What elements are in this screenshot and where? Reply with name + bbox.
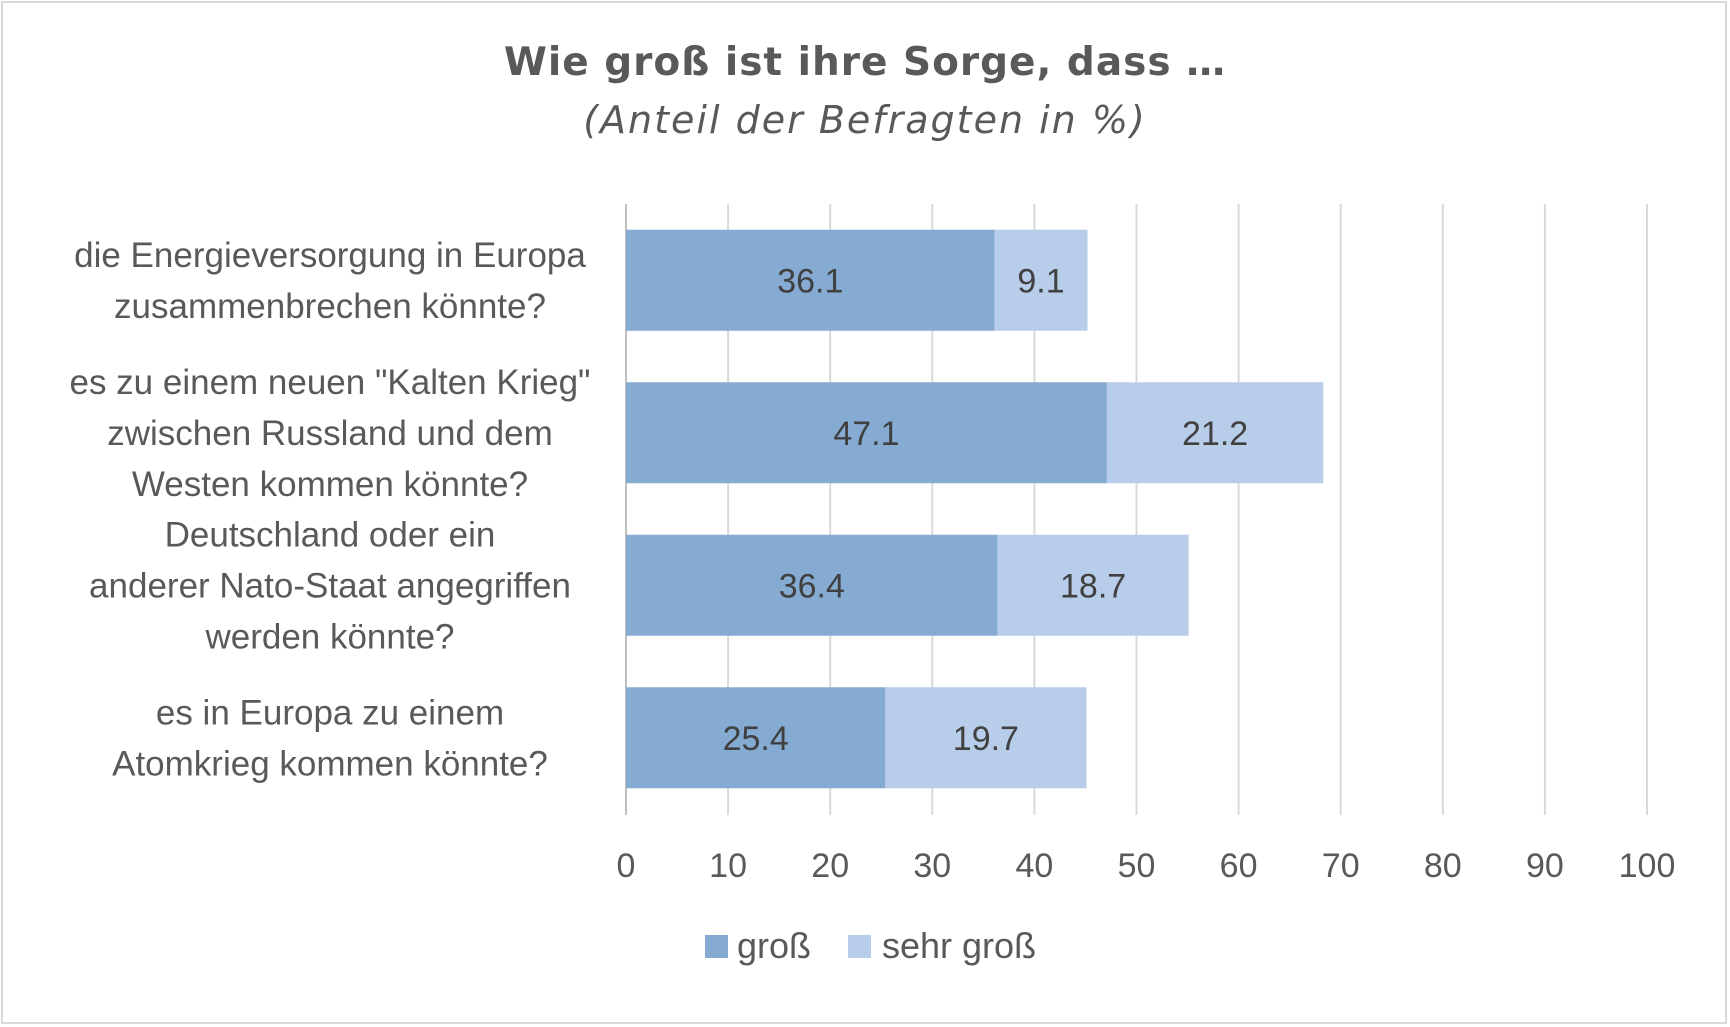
bar-groß <box>626 687 886 789</box>
bar-sehr-groß <box>994 229 1088 331</box>
category-label: die Energieversorgung in Europa <box>74 236 586 275</box>
x-tick-label: 20 <box>811 847 849 885</box>
x-tick-label: 70 <box>1322 847 1360 885</box>
data-label: 19.7 <box>953 720 1019 758</box>
category-label: zwischen Russland und dem <box>107 414 553 453</box>
data-label: 25.4 <box>723 720 789 758</box>
bar-groß <box>626 229 995 331</box>
x-axis-ticks: 0 10 20 30 40 50 60 70 80 90 100 <box>617 847 1676 885</box>
category-label: Atomkrieg kommen könnte? <box>112 744 548 783</box>
chart-subtitle: (Anteil der Befragten in %) <box>583 98 1147 142</box>
bar-sehr-groß <box>997 534 1189 636</box>
category-labels: die Energieversorgung in Europa zusammenb… <box>69 236 590 784</box>
data-label: 36.4 <box>779 567 845 605</box>
category-label: werden könnte? <box>204 617 454 656</box>
data-label: 21.2 <box>1182 415 1248 453</box>
bar-sehr-groß <box>1106 382 1324 484</box>
data-label: 9.1 <box>1017 262 1064 300</box>
bars: 36.1 9.1 47.1 21.2 36.4 18.7 25.4 19.7 <box>626 229 1324 789</box>
x-tick-label: 0 <box>617 847 636 885</box>
x-tick-label: 50 <box>1118 847 1156 885</box>
bar-groß <box>626 534 998 636</box>
data-label: 18.7 <box>1060 567 1126 605</box>
category-label: Westen kommen könnte? <box>132 465 528 504</box>
data-label: 36.1 <box>777 262 843 300</box>
category-label: zusammenbrechen könnte? <box>114 287 546 326</box>
x-tick-label: 100 <box>1619 847 1676 885</box>
category-label: es in Europa zu einem <box>156 693 504 732</box>
x-tick-label: 10 <box>709 847 747 885</box>
x-tick-label: 30 <box>913 847 951 885</box>
category-label: Deutschland oder ein <box>165 515 496 554</box>
legend-label: sehr groß <box>882 925 1036 966</box>
x-tick-label: 40 <box>1015 847 1053 885</box>
x-tick-label: 90 <box>1526 847 1564 885</box>
x-tick-label: 60 <box>1220 847 1258 885</box>
chart-title: Wie groß ist ihre Sorge, dass … <box>503 40 1227 85</box>
legend-swatch <box>848 935 871 958</box>
category-label: anderer Nato-Staat angegriffen <box>89 566 571 605</box>
legend: groß sehr groß <box>705 925 1036 966</box>
bar-sehr-groß <box>885 687 1087 789</box>
legend-label: groß <box>737 925 811 966</box>
x-tick-label: 80 <box>1424 847 1462 885</box>
legend-swatch <box>705 935 728 958</box>
category-label: es zu einem neuen "Kalten Krieg" <box>69 363 590 402</box>
data-label: 47.1 <box>833 415 899 453</box>
bar-groß <box>626 382 1107 484</box>
